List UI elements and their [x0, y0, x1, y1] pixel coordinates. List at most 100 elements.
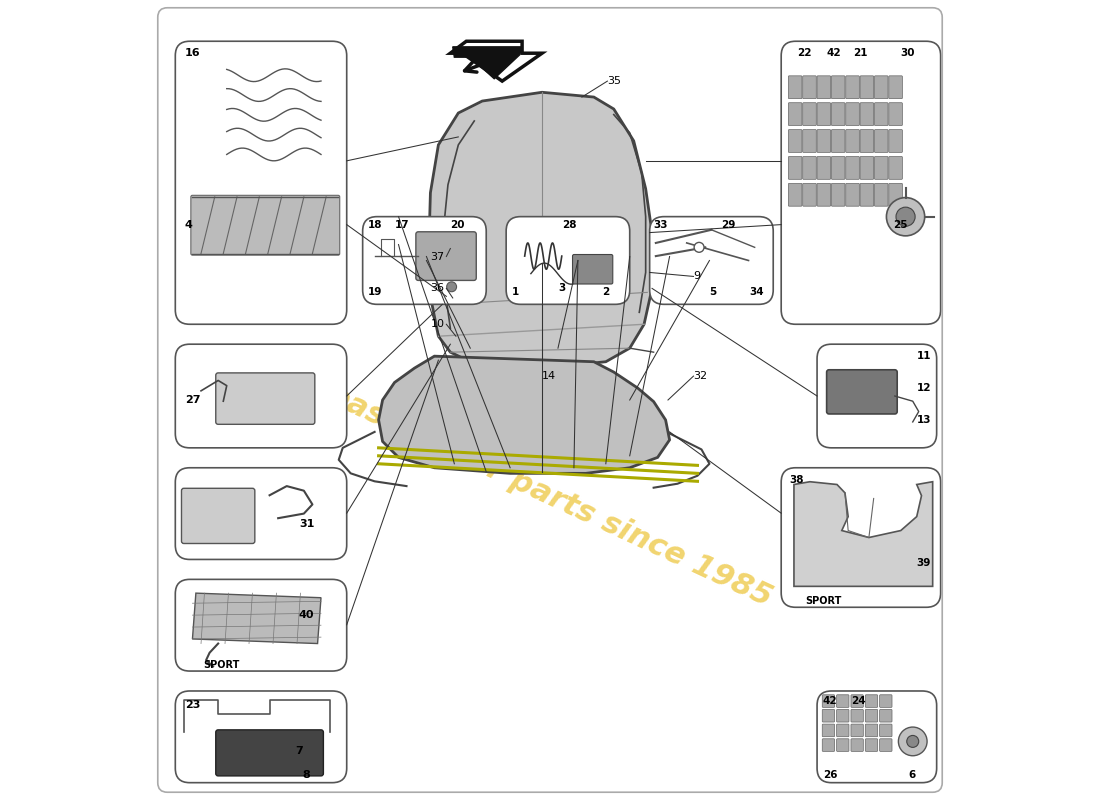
- Text: 42: 42: [826, 48, 842, 58]
- Text: 16: 16: [185, 48, 200, 58]
- Polygon shape: [429, 92, 652, 368]
- Text: 9: 9: [693, 271, 701, 282]
- FancyBboxPatch shape: [817, 344, 937, 448]
- FancyBboxPatch shape: [880, 694, 892, 707]
- Polygon shape: [453, 47, 522, 78]
- FancyBboxPatch shape: [823, 738, 835, 751]
- FancyBboxPatch shape: [789, 130, 802, 153]
- Text: 4: 4: [185, 220, 192, 230]
- Text: 23: 23: [185, 699, 200, 710]
- FancyBboxPatch shape: [650, 217, 773, 304]
- FancyBboxPatch shape: [860, 102, 873, 126]
- FancyBboxPatch shape: [837, 710, 849, 722]
- FancyBboxPatch shape: [880, 738, 892, 751]
- FancyBboxPatch shape: [817, 183, 830, 206]
- Text: 26: 26: [823, 770, 837, 780]
- FancyBboxPatch shape: [817, 76, 830, 98]
- Text: 3: 3: [558, 283, 565, 294]
- FancyBboxPatch shape: [175, 691, 346, 782]
- Circle shape: [447, 282, 456, 292]
- FancyBboxPatch shape: [889, 102, 902, 126]
- FancyBboxPatch shape: [846, 157, 859, 179]
- FancyBboxPatch shape: [860, 76, 873, 98]
- Circle shape: [906, 735, 918, 747]
- FancyBboxPatch shape: [781, 468, 940, 607]
- Text: 13: 13: [916, 415, 932, 425]
- Text: 31: 31: [299, 518, 315, 529]
- FancyBboxPatch shape: [817, 130, 830, 153]
- FancyBboxPatch shape: [832, 76, 845, 98]
- FancyBboxPatch shape: [363, 217, 486, 304]
- FancyBboxPatch shape: [851, 738, 864, 751]
- FancyBboxPatch shape: [572, 254, 613, 284]
- FancyBboxPatch shape: [191, 195, 340, 255]
- FancyBboxPatch shape: [860, 183, 873, 206]
- Text: 18: 18: [368, 220, 383, 230]
- FancyBboxPatch shape: [175, 468, 346, 559]
- Text: 2: 2: [602, 287, 609, 298]
- FancyBboxPatch shape: [832, 130, 845, 153]
- Text: 40: 40: [299, 610, 315, 620]
- Text: SPORT: SPORT: [204, 660, 240, 670]
- FancyBboxPatch shape: [846, 183, 859, 206]
- FancyBboxPatch shape: [874, 76, 888, 98]
- Text: 1: 1: [512, 287, 519, 298]
- FancyBboxPatch shape: [803, 102, 816, 126]
- FancyBboxPatch shape: [846, 102, 859, 126]
- Text: 25: 25: [893, 220, 907, 230]
- Text: 7: 7: [295, 746, 302, 756]
- FancyBboxPatch shape: [832, 183, 845, 206]
- Circle shape: [887, 198, 925, 236]
- Circle shape: [899, 727, 927, 756]
- Text: 32: 32: [693, 371, 707, 381]
- Polygon shape: [450, 42, 542, 81]
- FancyBboxPatch shape: [846, 130, 859, 153]
- Text: 35: 35: [607, 76, 621, 86]
- FancyBboxPatch shape: [817, 102, 830, 126]
- FancyBboxPatch shape: [823, 724, 835, 737]
- Text: 38: 38: [789, 474, 804, 485]
- FancyBboxPatch shape: [837, 738, 849, 751]
- Text: 37: 37: [430, 251, 444, 262]
- FancyBboxPatch shape: [823, 694, 835, 707]
- Polygon shape: [192, 593, 321, 643]
- FancyBboxPatch shape: [175, 42, 346, 324]
- FancyBboxPatch shape: [866, 738, 878, 751]
- Text: 42: 42: [823, 696, 837, 706]
- Text: 34: 34: [749, 287, 763, 298]
- FancyBboxPatch shape: [889, 183, 902, 206]
- Text: 28: 28: [562, 220, 576, 230]
- Text: 17: 17: [395, 220, 409, 230]
- FancyBboxPatch shape: [889, 130, 902, 153]
- FancyBboxPatch shape: [860, 157, 873, 179]
- FancyBboxPatch shape: [866, 724, 878, 737]
- FancyBboxPatch shape: [175, 344, 346, 448]
- FancyBboxPatch shape: [837, 694, 849, 707]
- FancyBboxPatch shape: [817, 157, 830, 179]
- Text: 29: 29: [722, 220, 736, 230]
- FancyBboxPatch shape: [832, 102, 845, 126]
- Text: 11: 11: [916, 351, 932, 361]
- Text: 36: 36: [430, 283, 444, 294]
- FancyBboxPatch shape: [874, 130, 888, 153]
- Text: 10: 10: [430, 319, 444, 330]
- Text: 20: 20: [450, 220, 465, 230]
- FancyBboxPatch shape: [837, 724, 849, 737]
- FancyBboxPatch shape: [216, 730, 323, 776]
- FancyBboxPatch shape: [216, 373, 315, 424]
- FancyBboxPatch shape: [789, 76, 802, 98]
- FancyBboxPatch shape: [832, 157, 845, 179]
- Text: passion for parts since 1985: passion for parts since 1985: [322, 379, 778, 612]
- Text: 39: 39: [916, 558, 931, 569]
- Polygon shape: [378, 356, 670, 474]
- FancyBboxPatch shape: [789, 102, 802, 126]
- FancyBboxPatch shape: [506, 217, 629, 304]
- Text: 19: 19: [368, 287, 383, 298]
- FancyBboxPatch shape: [789, 157, 802, 179]
- Text: 14: 14: [542, 371, 557, 381]
- FancyBboxPatch shape: [874, 102, 888, 126]
- Circle shape: [896, 207, 915, 226]
- FancyBboxPatch shape: [781, 42, 940, 324]
- Text: 6: 6: [909, 770, 916, 780]
- Text: 22: 22: [798, 48, 812, 58]
